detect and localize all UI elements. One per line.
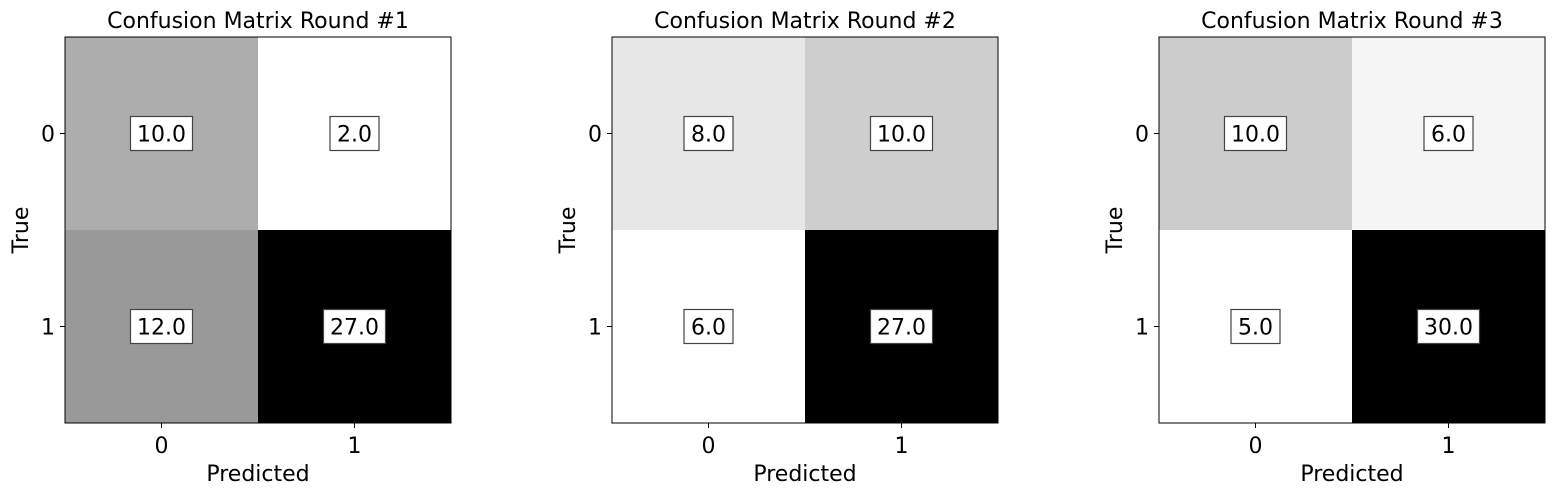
cell-value-label: 5.0 [1238, 316, 1273, 341]
y-tick-label: 0 [1135, 123, 1149, 148]
cell-value-box [329, 115, 380, 152]
plot-frame [611, 36, 999, 424]
y-tick-label: 0 [41, 123, 55, 148]
x-tick-label: 0 [1249, 434, 1263, 459]
cell-value-box [683, 115, 734, 152]
cell-value-label: 8.0 [691, 123, 726, 148]
plot-frame [1158, 36, 1546, 424]
cell-value-box [683, 308, 734, 345]
cell-value-label: 10.0 [877, 123, 926, 148]
y-tick-label: 0 [588, 123, 602, 148]
cell-value-label: 10.0 [137, 123, 186, 148]
cell-value-label: 10.0 [1231, 123, 1280, 148]
y-axis-label: True [1103, 207, 1128, 255]
y-axis-ticks: 01 [41, 123, 65, 341]
chart-title: Confusion Matrix Round #3 [1201, 9, 1503, 34]
cell-value-label: 30.0 [1424, 316, 1473, 341]
cell-value-box [1423, 115, 1474, 152]
x-tick-label: 0 [155, 434, 169, 459]
cell-value-box [129, 308, 194, 345]
x-tick-label: 1 [1442, 434, 1456, 459]
y-tick-label: 1 [588, 316, 602, 341]
cell-value-label: 2.0 [337, 123, 372, 148]
x-axis-label: Predicted [1300, 462, 1403, 487]
heatmap-cells: 8.0 10.0 6.0 27.0 [612, 37, 998, 423]
y-tick-label: 1 [1135, 316, 1149, 341]
heatmap-cells: 10.0 2.0 12.0 27.0 [65, 37, 451, 423]
cell-value-label: 27.0 [330, 316, 379, 341]
cell-value-label: 27.0 [877, 316, 926, 341]
cell-value-label: 6.0 [691, 316, 726, 341]
cell-value-box [1230, 308, 1281, 345]
x-axis-label: Predicted [206, 462, 309, 487]
cell-value-box [869, 115, 934, 152]
x-axis-label: Predicted [753, 462, 856, 487]
cell-value-box [869, 308, 934, 345]
y-axis-ticks: 01 [588, 123, 612, 341]
cell-value-label: 6.0 [1431, 123, 1466, 148]
cell-value-box [1416, 308, 1481, 345]
y-axis-ticks: 01 [1135, 123, 1159, 341]
cell-value-label: 12.0 [137, 316, 186, 341]
confusion-matrix-panel-1: Confusion Matrix Round #1 10.0 2.0 12.0 27.… [9, 9, 452, 487]
chart-title: Confusion Matrix Round #1 [107, 9, 409, 34]
x-tick-label: 1 [895, 434, 909, 459]
cell-value-box [1223, 115, 1288, 152]
heatmap-cells: 10.0 6.0 5.0 30.0 [1159, 37, 1545, 423]
confusion-matrix-panel-3: Confusion Matrix Round #3 10.0 6.0 5.0 30.0… [1103, 9, 1546, 487]
cell-value-box [322, 308, 387, 345]
y-axis-label: True [9, 207, 34, 255]
y-tick-label: 1 [41, 316, 55, 341]
x-tick-label: 1 [348, 434, 362, 459]
chart-title: Confusion Matrix Round #2 [654, 9, 956, 34]
cell-value-box [129, 115, 194, 152]
y-axis-label: True [556, 207, 581, 255]
confusion-matrix-panel-2: Confusion Matrix Round #2 8.0 10.0 6.0 27.0… [556, 9, 999, 487]
plot-frame [64, 36, 452, 424]
x-tick-label: 0 [702, 434, 716, 459]
